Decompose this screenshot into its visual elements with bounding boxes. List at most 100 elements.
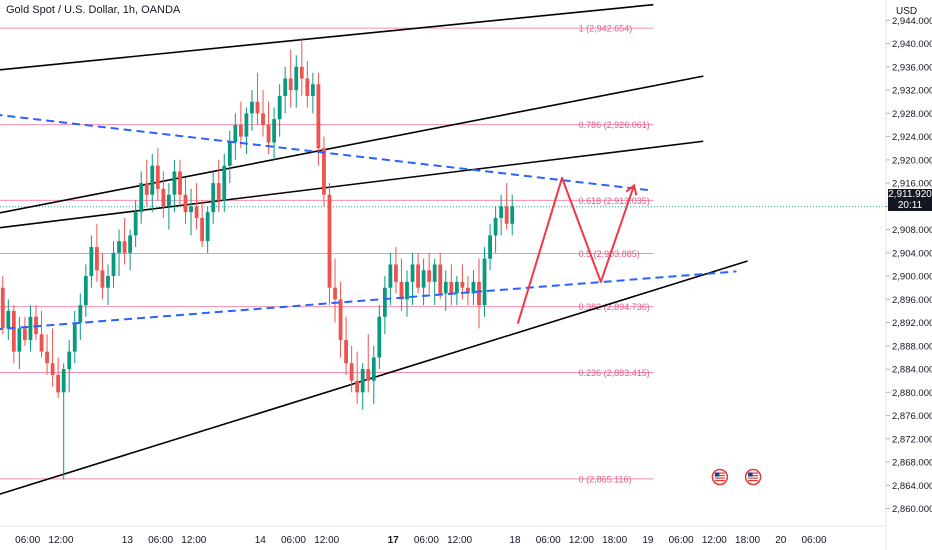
- candle-body: [233, 124, 238, 143]
- candle-body: [133, 212, 138, 236]
- y-tick-label: 2,908.000: [892, 225, 932, 236]
- candle-body: [39, 334, 44, 352]
- x-tick-label: 18:00: [602, 535, 627, 546]
- candle-body: [83, 276, 88, 306]
- candle-body: [322, 148, 326, 195]
- candle-body: [310, 84, 315, 96]
- candle-body: [277, 95, 282, 120]
- x-tick-label: 06:00: [281, 535, 306, 546]
- candle-body: [499, 206, 504, 218]
- x-tick-label: 12:00: [314, 535, 339, 546]
- candle-body: [316, 84, 321, 149]
- x-tick-label: 18: [509, 535, 521, 546]
- candle-body: [144, 183, 149, 195]
- candle-body: [95, 247, 99, 271]
- candle-body: [360, 369, 365, 393]
- candle-body: [493, 217, 498, 236]
- fib-level-label: 0.786 (2,926.061): [579, 120, 650, 130]
- candle-body: [78, 305, 83, 323]
- candle-body: [189, 206, 193, 213]
- y-tick-label: 2,872.000: [892, 434, 932, 445]
- candle-body: [488, 235, 492, 259]
- fib-level-label: 0 (2,865.116): [579, 474, 632, 484]
- x-tick-label: 06:00: [669, 535, 694, 546]
- candle-body: [250, 101, 254, 114]
- candle-body: [6, 310, 11, 329]
- channel-line: [0, 3, 654, 71]
- chart-title: Gold Spot / U.S. Dollar, 1h, OANDA: [6, 4, 181, 16]
- candle-body: [371, 357, 376, 381]
- bar-countdown: 20:11: [897, 200, 923, 211]
- candle-body: [111, 252, 116, 277]
- fib-level-label: 0.618 (2,913.035): [579, 196, 650, 206]
- projection-path: [516, 176, 635, 325]
- x-tick-label: 20: [775, 535, 787, 546]
- candle-body: [122, 241, 127, 253]
- y-tick-label: 2,916.000: [892, 179, 932, 190]
- candle-body: [23, 328, 27, 341]
- candle-body: [56, 374, 61, 393]
- x-tick-label: 06:00: [536, 535, 561, 546]
- candle-body: [155, 165, 160, 189]
- x-tick-label: 12:00: [48, 535, 73, 546]
- candle-body: [466, 287, 470, 294]
- candle-body: [272, 119, 277, 143]
- candle-body: [50, 363, 55, 375]
- candle-body: [216, 183, 221, 201]
- candle-body: [405, 281, 409, 300]
- candle-body: [227, 142, 232, 166]
- candle-body: [17, 328, 22, 352]
- candle-body: [205, 212, 210, 242]
- candle-body: [427, 270, 432, 282]
- candle-body: [477, 281, 481, 306]
- y-tick-label: 2,932.000: [892, 86, 932, 97]
- y-tick-label: 2,892.000: [892, 318, 932, 329]
- y-tick-label: 2,936.000: [892, 62, 932, 73]
- last-price-tag: 2,911.920 20:11: [888, 189, 932, 211]
- candle-body: [416, 264, 420, 288]
- x-tick-label: 17: [388, 535, 400, 546]
- x-tick-label: 13: [122, 535, 134, 546]
- x-tick-label: 19: [642, 535, 654, 546]
- candle-body: [28, 316, 33, 341]
- candle-body: [288, 78, 293, 91]
- candle-body: [139, 183, 144, 213]
- x-tick-label: 12:00: [181, 535, 206, 546]
- candle-body: [333, 287, 337, 300]
- y-tick-label: 2,880.000: [892, 388, 932, 399]
- us-flag-event-icon: [744, 468, 762, 486]
- candle-body: [172, 171, 177, 195]
- candle-body: [283, 78, 288, 96]
- candle-body: [394, 264, 398, 282]
- y-tick-label: 2,888.000: [892, 341, 932, 352]
- candle-body: [178, 171, 182, 195]
- candle-body: [100, 270, 105, 288]
- candle-body: [128, 235, 133, 253]
- candle-body: [255, 101, 260, 114]
- y-tick-label: 2,924.000: [892, 132, 932, 143]
- candle-body: [305, 78, 310, 96]
- candle-body: [482, 258, 487, 306]
- candle-body: [410, 264, 415, 282]
- candle-body: [460, 281, 465, 288]
- candle-body: [382, 287, 387, 317]
- dashed-trend-line: [0, 270, 737, 331]
- candle-body: [244, 113, 249, 137]
- candle-body: [0, 287, 5, 329]
- y-tick-label: 2,896.000: [892, 295, 932, 306]
- candle-body: [261, 113, 265, 125]
- candle-body: [266, 124, 271, 143]
- channel-line: [0, 260, 748, 495]
- fib-level-label: 0.236 (2,883.415): [579, 368, 650, 378]
- candle-body: [72, 322, 77, 352]
- candle-body: [299, 66, 304, 79]
- candle-body: [471, 281, 476, 294]
- candle-body: [183, 194, 188, 213]
- x-tick-label: 12:00: [569, 535, 594, 546]
- candle-body: [443, 281, 448, 294]
- candle-body: [438, 264, 443, 294]
- x-tick-label: 12:00: [702, 535, 727, 546]
- candle-body: [338, 299, 343, 341]
- candle-body: [327, 194, 332, 288]
